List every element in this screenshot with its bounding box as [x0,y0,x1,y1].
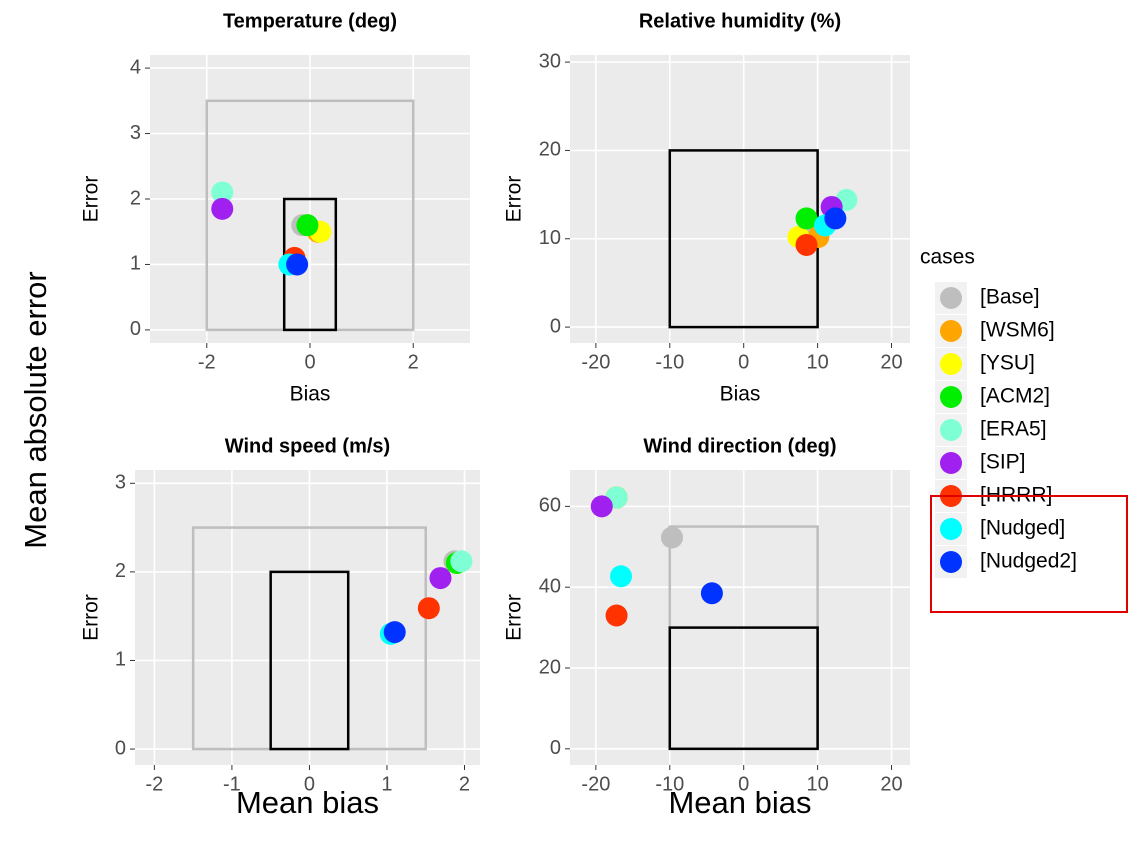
legend-label: [ACM2] [980,385,1050,408]
point [211,181,234,204]
y-tick-label: 2 [115,560,126,582]
legend-key [940,452,962,474]
x-tick-label: -20 [581,773,610,795]
point [795,233,818,256]
point [590,495,613,518]
y-tick-label: 0 [130,318,141,340]
y-tick-label: 1 [130,253,141,275]
x-tick-label: 0 [304,351,315,373]
x-tick-label: 1 [381,773,392,795]
y-tick-label: 40 [539,575,561,597]
legend-key [940,287,962,309]
x-tick-label: 0 [304,773,315,795]
y-tick-label: 0 [115,737,126,759]
legend-label: [Nudged] [980,517,1065,540]
legend-key [940,353,962,375]
x-tick-label: 0 [738,351,749,373]
y-tick-label: 3 [115,472,126,494]
x-tick-label: 20 [880,773,902,795]
legend-label: [Nudged2] [980,550,1077,573]
y-tick-label: 60 [539,495,561,517]
legend-label: [Base] [980,286,1040,309]
legend-key [940,518,962,540]
legend-label: [YSU] [980,352,1035,375]
y-axis-label: Error [503,594,526,641]
x-tick-label: -1 [223,773,241,795]
legend-key [940,419,962,441]
chart-title: Relative humidity (%) [639,10,841,32]
x-axis-label: Mean bias [236,785,379,820]
legend-label: [SIP] [980,451,1026,474]
point [700,582,723,605]
x-axis-label: Mean bias [668,785,811,820]
point [450,550,473,573]
threshold-box [269,570,350,751]
y-tick-label: 4 [130,56,141,78]
chart-title: Wind speed (m/s) [225,435,390,457]
highlight-box [930,495,1128,613]
x-tick-label: -10 [655,351,684,373]
y-axis-label: Error [80,594,103,641]
x-tick-label: 2 [459,773,470,795]
x-tick-label: -2 [198,351,216,373]
point [824,207,847,230]
legend-label: [WSM6] [980,319,1055,342]
legend-key [940,386,962,408]
x-tick-label: 10 [806,351,828,373]
y-axis-label: Error [503,176,526,223]
y-tick-label: 10 [539,227,561,249]
x-tick-label: 2 [408,351,419,373]
point [610,565,632,588]
threshold-box [668,626,819,751]
x-axis-label: Bias [290,383,331,406]
chart-title: Temperature (deg) [223,10,397,32]
x-tick-label: -10 [655,773,684,795]
chart-title: Wind direction (deg) [643,435,836,457]
point [429,567,452,590]
x-axis-label: Bias [720,383,761,406]
point [296,214,319,237]
y-tick-label: 0 [550,737,561,759]
y-axis-label: Error [80,176,103,223]
point [286,253,309,276]
x-tick-label: 0 [738,773,749,795]
y-tick-label: 0 [550,315,561,337]
y-tick-label: 3 [130,122,141,144]
legend-key [940,320,962,342]
y-tick-label: 1 [115,649,126,671]
legend-label: [ERA5] [980,418,1047,441]
y-tick-label: 20 [539,656,561,678]
point [383,621,406,644]
figure-y-label: Mean absolute error [18,271,53,548]
y-tick-label: 2 [130,187,141,209]
y-tick-label: 20 [539,139,561,161]
point [211,197,234,220]
point [661,526,683,549]
x-tick-label: -20 [581,351,610,373]
legend-title: cases [920,246,975,269]
point [605,604,628,627]
x-tick-label: -2 [145,773,163,795]
legend-key [940,551,962,573]
x-tick-label: 20 [880,351,902,373]
panel-background [570,55,910,343]
point [795,207,818,230]
y-tick-label: 30 [539,50,561,72]
x-tick-label: 10 [806,773,828,795]
point [417,597,440,620]
